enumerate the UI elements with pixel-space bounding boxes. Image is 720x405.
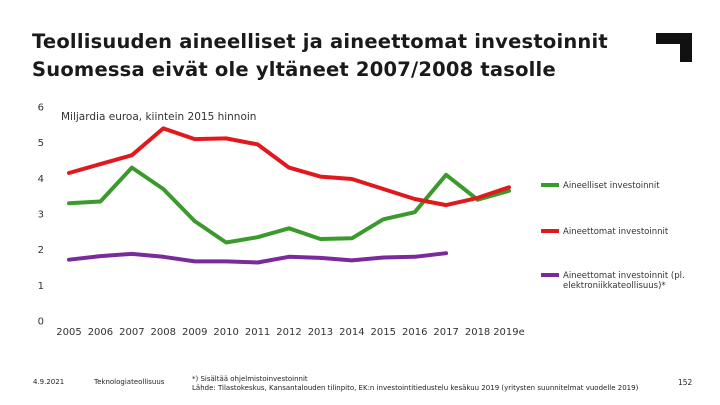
legend-label: elektroniikkateollisuus)* — [563, 281, 666, 291]
x-tick-label: 2019e — [493, 327, 525, 338]
footer-organization: Teknologiateollisuus — [94, 378, 165, 386]
x-tick-label: 2015 — [371, 327, 396, 338]
x-tick-label: 2010 — [213, 327, 238, 338]
series-line-3 — [67, 251, 449, 265]
x-tick-label: 2017 — [433, 327, 458, 338]
footer-date: 4.9.2021 — [33, 378, 65, 386]
y-tick-label: 3 — [38, 210, 44, 221]
footer-page-number: 152 — [678, 378, 693, 387]
y-tick-label: 6 — [38, 103, 44, 114]
slide-title-line-1: Teollisuuden aineelliset ja aineettomat … — [32, 30, 608, 53]
x-tick-label: 2012 — [276, 327, 301, 338]
legend-label: Aineettomat investoinnit (pl. — [563, 271, 685, 281]
y-axis-label: Miljardia euroa, kiintein 2015 hinnoin — [61, 111, 256, 123]
legend-label: Aineelliset investoinnit — [563, 181, 660, 191]
y-tick-label: 2 — [38, 245, 44, 256]
slide-title-line-2: Suomessa eivät ole yltäneet 2007/2008 ta… — [32, 58, 556, 81]
y-tick-label: 4 — [38, 174, 44, 185]
x-tick-label: 2011 — [245, 327, 270, 338]
x-tick-label: 2013 — [308, 327, 333, 338]
x-tick-label: 2008 — [151, 327, 176, 338]
y-tick-label: 0 — [38, 317, 44, 328]
x-tick-label: 2009 — [182, 327, 207, 338]
x-tick-label: 2005 — [56, 327, 81, 338]
legend-label: Aineettomat investoinnit — [563, 227, 669, 237]
x-tick-label: 2007 — [119, 327, 144, 338]
y-tick-label: 1 — [38, 281, 44, 292]
series-line-2 — [67, 126, 511, 208]
series-line-1 — [67, 165, 511, 245]
y-tick-label: 5 — [38, 138, 44, 149]
footer-note: *) Sisältää ohjelmistoinvestoinnit — [192, 375, 308, 383]
x-tick-label: 2016 — [402, 327, 427, 338]
x-tick-label: 2018 — [465, 327, 490, 338]
footer-source: Lähde: Tilastokeskus, Kansantalouden til… — [192, 384, 639, 392]
x-tick-label: 2006 — [88, 327, 113, 338]
slide-title: Teollisuuden aineelliset ja aineettomat … — [32, 28, 642, 84]
x-tick-label: 2014 — [339, 327, 364, 338]
